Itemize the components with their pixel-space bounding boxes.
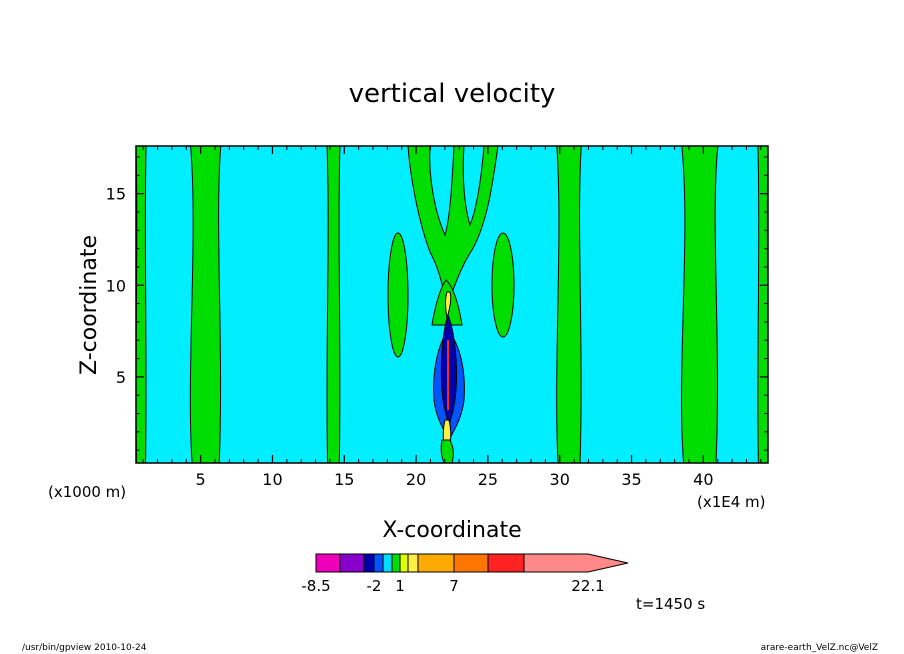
plot-frame [135, 145, 769, 464]
plume-right-arm [462, 145, 485, 227]
plume-left-arm [429, 145, 455, 237]
y-tick-label: 10 [106, 276, 126, 295]
x-tick-label: 35 [621, 470, 641, 489]
central-plume [387, 145, 515, 464]
x-tick-label: 20 [406, 470, 426, 489]
colorbar-swatch [315, 553, 341, 573]
band-2 [326, 145, 341, 464]
colorbar-swatch [382, 553, 393, 573]
x-tick-label: 5 [196, 470, 206, 489]
colorbar-swatch [373, 553, 384, 573]
colorbar-swatch [399, 553, 409, 573]
band-1 [189, 145, 222, 464]
right-green-cell [491, 232, 515, 338]
colorbar-swatch [453, 553, 489, 573]
colorbar-swatch [391, 553, 401, 573]
chart-title: vertical velocity [349, 79, 556, 109]
band-3 [556, 145, 582, 464]
core-green-base [440, 439, 454, 464]
colorbar-swatch [417, 553, 455, 573]
footer-left: /usr/bin/gpview 2010-10-24 [22, 643, 147, 653]
y-axis-label: Z-coordinate [77, 235, 102, 375]
band-4 [681, 145, 719, 464]
colorbar-label: -2 [367, 577, 382, 595]
colorbar-swatch [407, 553, 419, 573]
colorbar-label: 7 [449, 577, 459, 595]
colorbar-swatch [523, 553, 629, 573]
x-tick-label: 10 [262, 470, 282, 489]
colorbar-swatch [487, 553, 525, 573]
core-red-streak [447, 340, 449, 410]
plot-area: 5 10 15 20 25 30 35 40 5 10 15 [106, 145, 769, 489]
y-tick-label: 5 [116, 368, 126, 387]
colorbar-labels: -8.5 -2 1 7 22.1 [301, 577, 604, 595]
colorbar-swatch [339, 553, 365, 573]
y-unit-label: (x1000 m) [48, 483, 126, 501]
colorbar-label: 1 [395, 577, 405, 595]
y-axis-ticks: 5 10 15 [106, 156, 768, 451]
colorbar-swatch [363, 553, 375, 573]
core-yellow-top [445, 291, 452, 319]
x-tick-label: 40 [693, 470, 713, 489]
colorbar-label: -8.5 [301, 577, 330, 595]
left-green-cell [387, 232, 409, 358]
y-tick-label: 15 [106, 185, 126, 204]
x-tick-label: 15 [334, 470, 354, 489]
colorbar-label: 22.1 [571, 577, 604, 595]
colorbar [315, 553, 629, 573]
x-unit-label: (x1E4 m) [697, 493, 766, 511]
time-label: t=1450 s [636, 595, 705, 613]
x-axis-ticks: 5 10 15 20 25 30 35 40 [142, 146, 762, 489]
x-tick-label: 25 [478, 470, 498, 489]
x-tick-label: 30 [550, 470, 570, 489]
footer-right: arare-earth_VelZ.nc@VelZ [761, 643, 878, 653]
x-axis-label: X-coordinate [382, 518, 521, 543]
